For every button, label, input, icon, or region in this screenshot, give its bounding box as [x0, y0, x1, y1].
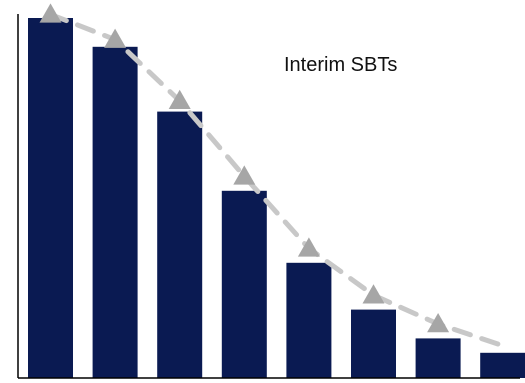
marker-1 [39, 3, 62, 23]
bar-2 [92, 46, 138, 379]
marker-5 [297, 237, 320, 257]
marker-7 [427, 313, 450, 333]
bar-4 [221, 190, 267, 378]
bar-3 [157, 111, 203, 378]
trend-line [48, 11, 506, 349]
marker-6 [362, 284, 385, 304]
chart-annotation: Interim SBTs [284, 54, 397, 76]
bar-6 [351, 309, 396, 378]
bar-8 [480, 352, 525, 378]
bar-1 [28, 18, 73, 378]
bar-7 [415, 338, 461, 378]
bar-5 [286, 262, 332, 378]
marker-3 [168, 89, 191, 110]
marker-2 [104, 28, 127, 48]
marker-4 [233, 165, 256, 185]
bars-group [28, 18, 525, 379]
markers-group [39, 3, 450, 333]
